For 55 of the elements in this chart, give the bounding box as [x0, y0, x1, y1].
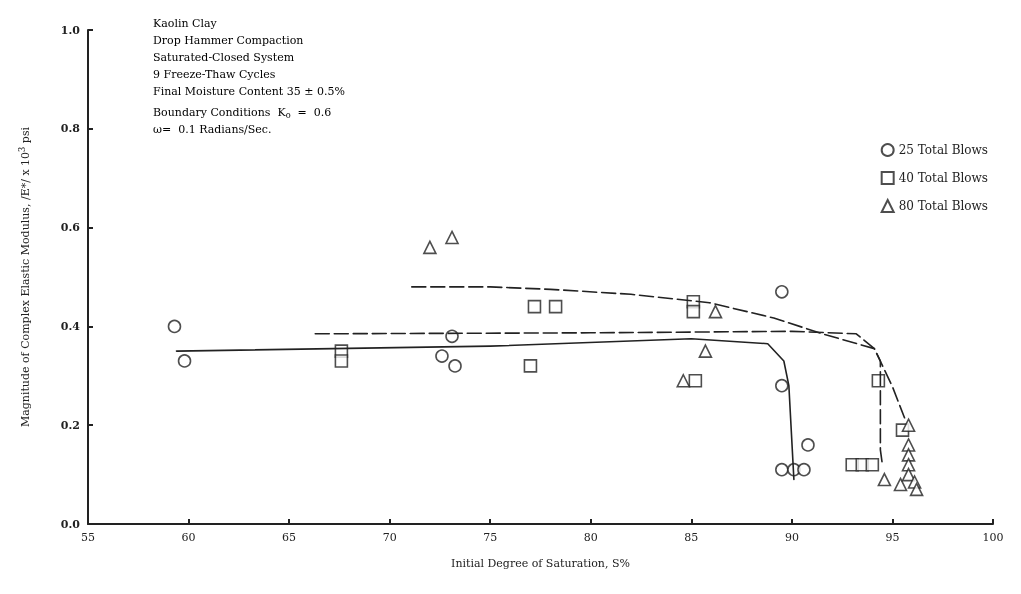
legend-label: 80 Total Blows — [898, 199, 989, 213]
point — [334, 354, 349, 368]
point — [801, 438, 815, 452]
y-tick-label: 0.4 — [60, 319, 81, 333]
y-tick-label: 0.8 — [60, 122, 81, 136]
x-tick-label: 65 — [282, 531, 297, 544]
x-tick-label: 80 — [583, 531, 598, 544]
point — [877, 472, 892, 487]
point — [688, 373, 703, 388]
point — [865, 457, 880, 472]
point — [445, 230, 459, 245]
annotation: Drop Hammer Compaction — [153, 34, 304, 47]
point — [445, 329, 459, 344]
point — [448, 359, 462, 373]
line-series — [175, 337, 795, 481]
y-tick-label: 0.6 — [60, 221, 81, 235]
point — [698, 344, 713, 358]
annotation: 9 Freeze-Thaw Cycles — [153, 68, 276, 81]
legend-label: 25 Total Blows — [898, 143, 989, 157]
annotation: Saturated-Closed System — [153, 51, 295, 64]
point — [797, 462, 811, 477]
annotation: Final Moisture Content 35 ± 0.5% — [153, 85, 345, 98]
point — [423, 240, 437, 255]
point — [527, 299, 542, 314]
point — [435, 349, 449, 363]
x-axis-title: Initial Degree of Saturation, S% — [451, 557, 630, 570]
point — [686, 304, 701, 319]
annotation: ω= 0.1 Radians/Sec. — [153, 123, 272, 136]
point — [167, 319, 182, 334]
x-tick-label: 90 — [784, 531, 799, 544]
point — [708, 304, 723, 319]
x-tick-label: 95 — [885, 531, 900, 544]
point — [177, 354, 192, 368]
point — [893, 477, 908, 492]
point — [775, 378, 789, 393]
y-axis-title: Magnitude of Complex Elastic Modulus, /E*/ x 103 psi — [17, 126, 33, 428]
x-tick-label: 70 — [382, 531, 397, 544]
x-tick-label: 55 — [81, 531, 95, 544]
x-tick-label: 75 — [483, 531, 498, 544]
point — [871, 373, 886, 388]
text: Kaolin Clay — [153, 17, 218, 30]
point — [676, 373, 691, 388]
x-tick-label: 100 — [982, 531, 1004, 544]
x-tick-label: 85 — [684, 531, 699, 544]
y-tick-label: 0.0 — [60, 517, 81, 531]
point — [909, 482, 924, 497]
y-tick-label: 0.2 — [60, 418, 80, 432]
point — [901, 418, 916, 432]
y-tick-label: 1.0 — [60, 23, 81, 37]
legend-label: 40 Total Blows — [898, 171, 989, 185]
x-tick-label: 60 — [181, 531, 196, 544]
point — [775, 285, 789, 299]
point — [523, 359, 538, 373]
point — [775, 462, 789, 477]
point — [548, 299, 563, 314]
